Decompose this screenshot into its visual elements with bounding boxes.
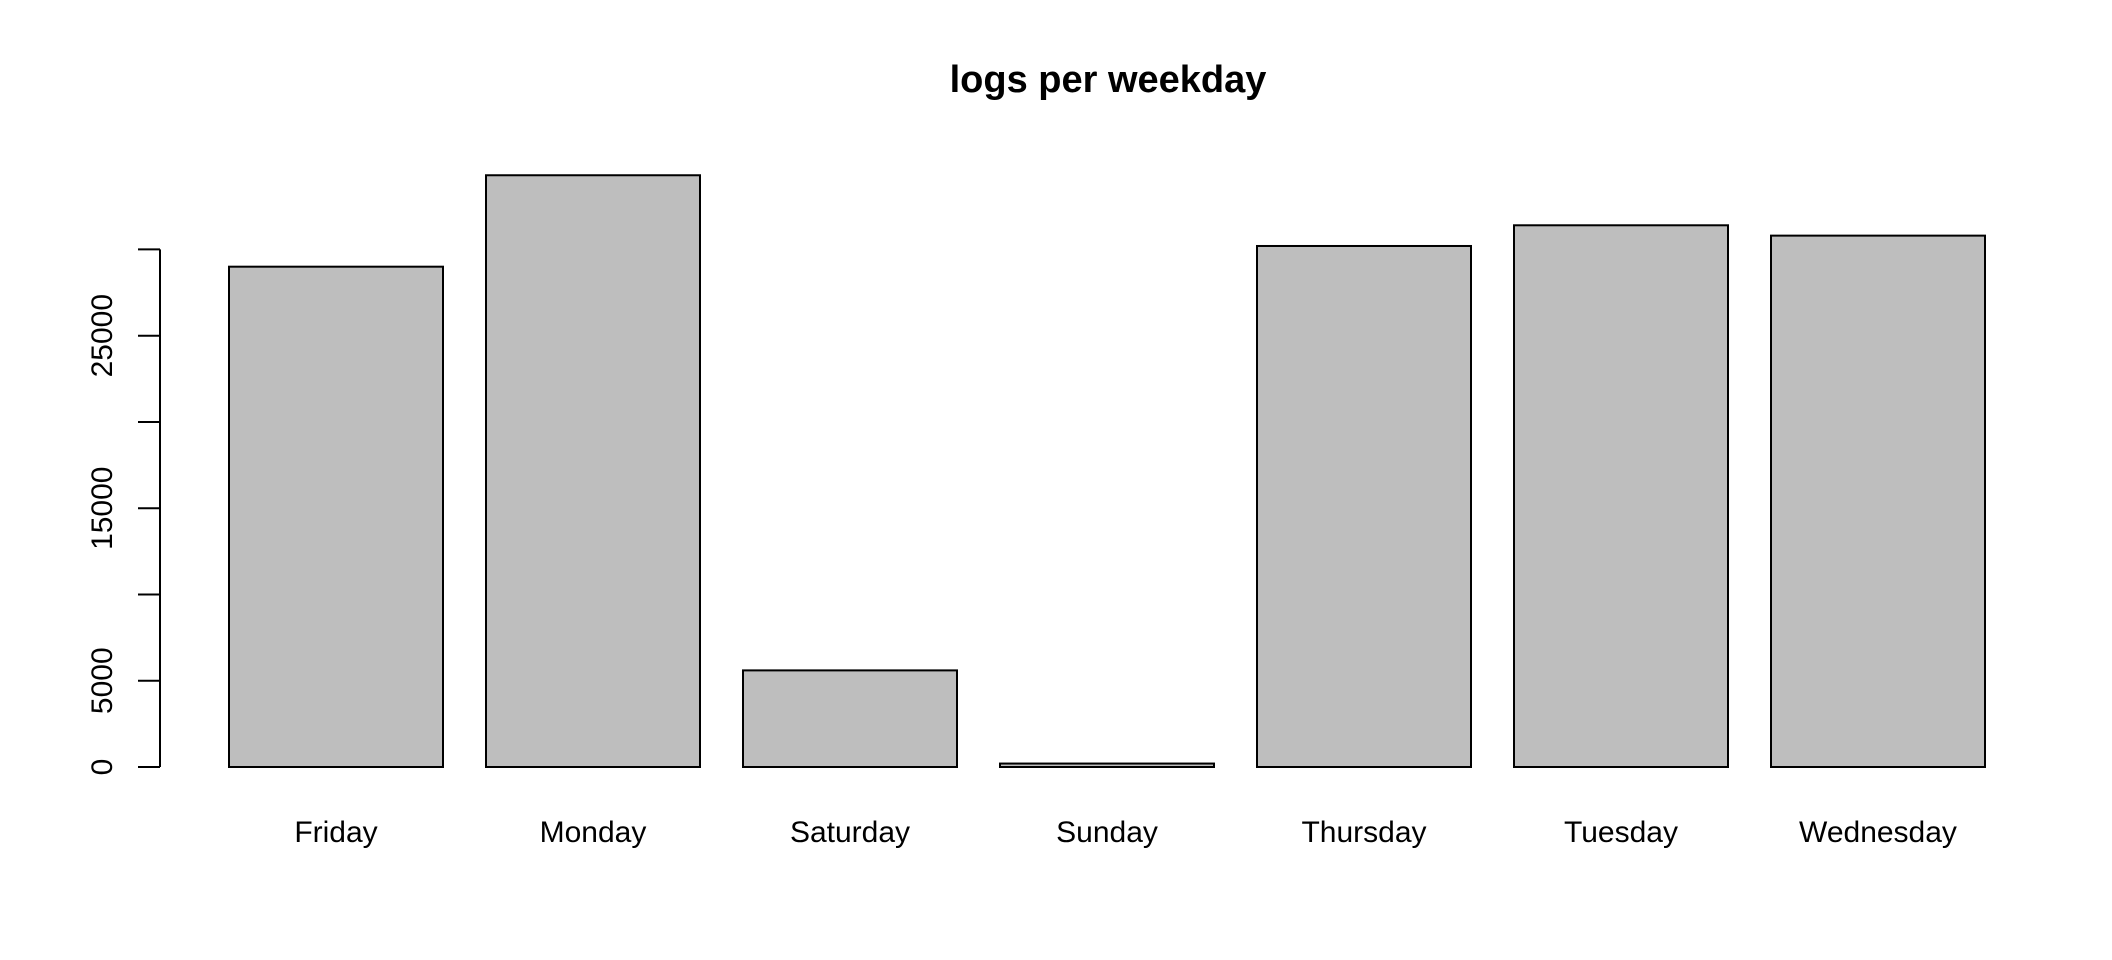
x-tick-label-tuesday: Tuesday: [1564, 816, 1678, 849]
y-tick-label-0: 0: [86, 759, 119, 776]
bars-group: [228, 174, 1986, 769]
bar-thursday: [1256, 244, 1472, 768]
x-tick-label-monday: Monday: [540, 816, 647, 849]
x-tick-label-wednesday: Wednesday: [1799, 816, 1957, 849]
x-axis-labels: Friday Monday Saturday Sunday Thursday Tuesda…: [294, 816, 1957, 849]
x-tick-label-saturday: Saturday: [790, 816, 910, 849]
y-tick-label-15000: 15000: [86, 466, 119, 549]
bar-friday: [228, 265, 444, 768]
y-axis: 0 5000 15000 25000: [86, 248, 161, 776]
bar-saturday: [742, 669, 958, 769]
y-tick-label-5000: 5000: [86, 647, 119, 714]
x-tick-label-sunday: Sunday: [1056, 816, 1158, 849]
x-tick-label-friday: Friday: [294, 816, 377, 849]
bar-wednesday: [1770, 234, 1986, 768]
bar-sunday: [999, 762, 1215, 768]
bar-monday: [485, 174, 701, 768]
bar-tuesday: [1513, 224, 1729, 769]
x-tick-label-thursday: Thursday: [1301, 816, 1426, 849]
chart-title: logs per weekday: [950, 59, 1267, 101]
y-tick-label-25000: 25000: [86, 294, 119, 377]
